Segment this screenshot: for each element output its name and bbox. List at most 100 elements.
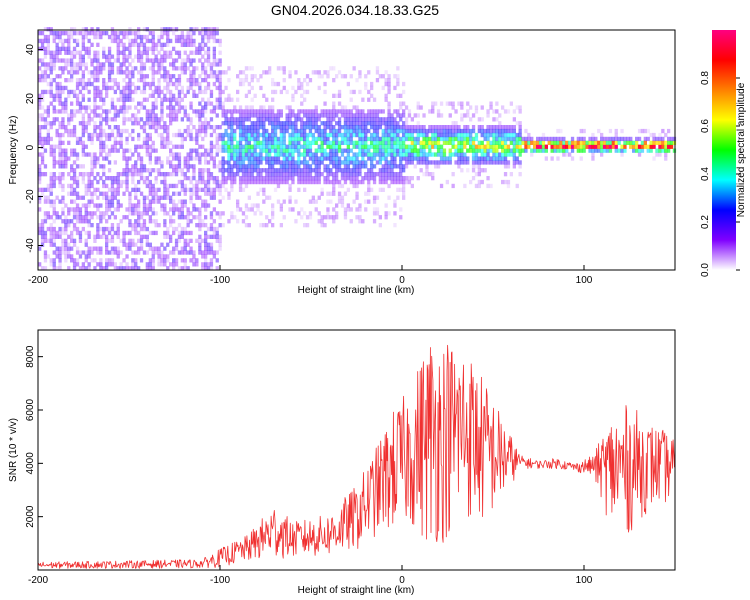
spectrogram-cell bbox=[198, 215, 202, 220]
spectrogram-cell bbox=[96, 203, 100, 208]
spectrogram-cell bbox=[93, 234, 97, 239]
spectrogram-cell bbox=[352, 89, 356, 95]
spectrogram-cell bbox=[483, 128, 487, 134]
spectrogram-cell bbox=[87, 215, 91, 220]
spectrogram-cell bbox=[390, 172, 394, 177]
spectrogram-cell bbox=[236, 203, 240, 208]
spectrogram-cell bbox=[463, 128, 467, 134]
spectrogram-cell bbox=[498, 140, 502, 145]
spectrogram-cell bbox=[227, 168, 231, 173]
spectrogram-cell bbox=[49, 226, 53, 232]
spectrogram-cell bbox=[305, 117, 310, 122]
spectrogram-cell bbox=[49, 242, 53, 247]
spectrogram-cell bbox=[212, 176, 216, 181]
spectrogram-cell bbox=[107, 34, 112, 40]
spectrogram-cell bbox=[361, 128, 365, 134]
spectrogram-cell bbox=[72, 109, 77, 114]
spectrogram-cell bbox=[209, 234, 214, 239]
spectrogram-cell bbox=[40, 62, 45, 67]
spectrogram-cell bbox=[186, 132, 190, 138]
spectrogram-x-tick-label: 100 bbox=[576, 275, 593, 286]
spectrogram-cell bbox=[163, 183, 167, 189]
spectrogram-cell bbox=[402, 128, 406, 134]
spectrogram-cell bbox=[134, 266, 138, 271]
spectrogram-y-tick-label: -20 bbox=[25, 189, 36, 204]
spectrogram-cell bbox=[198, 42, 202, 47]
spectrogram-cell bbox=[75, 195, 80, 200]
spectrogram-cell bbox=[340, 132, 345, 138]
spectrogram-cell bbox=[70, 109, 74, 114]
spectrogram-cell bbox=[183, 70, 187, 75]
spectrogram-cell bbox=[58, 164, 62, 169]
spectrogram-cell bbox=[58, 101, 62, 106]
spectrogram-cell bbox=[215, 78, 219, 83]
spectrogram-cell bbox=[43, 109, 48, 114]
spectrogram-cell bbox=[177, 211, 182, 216]
spectrogram-cell bbox=[355, 160, 359, 165]
spectrogram-cell bbox=[518, 148, 522, 153]
spectrogram-cell bbox=[38, 132, 42, 138]
spectrogram-cell bbox=[512, 152, 516, 157]
spectrogram-cell bbox=[256, 117, 260, 122]
spectrogram-cell bbox=[469, 140, 473, 145]
spectrogram-cell bbox=[192, 168, 196, 173]
spectrogram-cell bbox=[192, 109, 196, 114]
spectrogram-cell bbox=[238, 117, 243, 122]
spectrogram-cell bbox=[256, 136, 260, 142]
spectrogram-cell bbox=[110, 187, 115, 192]
spectrogram-cell bbox=[110, 144, 115, 149]
spectrogram-cell bbox=[233, 105, 237, 110]
spectrogram-cell bbox=[305, 125, 310, 130]
spectrogram-cell bbox=[204, 234, 208, 239]
spectrogram-cell bbox=[515, 160, 519, 165]
spectrogram-cell bbox=[148, 121, 152, 126]
spectrogram-cell bbox=[655, 148, 659, 153]
spectrogram-cell bbox=[195, 223, 199, 228]
spectrogram-cell bbox=[38, 93, 42, 98]
spectrogram-cell bbox=[49, 50, 53, 55]
spectrogram-cell bbox=[209, 211, 214, 216]
spectrogram-cell bbox=[367, 70, 371, 75]
spectrogram-cell bbox=[337, 109, 342, 114]
spectrogram-cell bbox=[244, 152, 249, 157]
spectrogram-cell bbox=[364, 207, 368, 212]
spectrogram-cell bbox=[291, 132, 295, 138]
spectrogram-cell bbox=[46, 74, 50, 79]
spectrogram-cell bbox=[113, 207, 117, 212]
spectrogram-cell bbox=[67, 207, 71, 212]
spectrogram-cell bbox=[352, 121, 356, 126]
spectrogram-cell bbox=[209, 156, 214, 161]
spectrogram-cell bbox=[96, 226, 100, 232]
spectrogram-cell bbox=[323, 132, 327, 138]
spectrogram-cell bbox=[110, 234, 115, 239]
spectrogram-cell bbox=[329, 117, 333, 122]
spectrogram-cell bbox=[480, 128, 484, 134]
spectrogram-cell bbox=[122, 85, 126, 91]
spectrogram-cell bbox=[276, 121, 281, 126]
spectrogram-cell bbox=[46, 132, 50, 138]
spectrogram-cell bbox=[667, 140, 671, 145]
spectrogram-cell bbox=[157, 117, 161, 122]
spectrogram-cell bbox=[515, 121, 519, 126]
spectrogram-cell bbox=[238, 144, 243, 149]
spectrogram-cell bbox=[384, 128, 388, 134]
spectrogram-cell bbox=[349, 136, 353, 142]
spectrogram-cell bbox=[122, 34, 126, 40]
spectrogram-cell bbox=[477, 168, 481, 173]
spectrogram-cell bbox=[244, 176, 249, 181]
spectrogram-cell bbox=[201, 262, 205, 267]
spectrogram-cell bbox=[192, 148, 196, 153]
spectrogram-cell bbox=[300, 128, 304, 134]
spectrogram-cell bbox=[206, 160, 211, 165]
spectrogram-cell bbox=[241, 164, 246, 169]
spectrogram-cell bbox=[477, 140, 481, 145]
spectrogram-cell bbox=[486, 136, 490, 142]
spectrogram-cell bbox=[390, 168, 394, 173]
spectrogram-cell bbox=[151, 46, 155, 51]
spectrogram-cell bbox=[637, 128, 642, 134]
spectrogram-cell bbox=[390, 152, 394, 157]
spectrogram-cell bbox=[259, 223, 263, 228]
spectrogram-cell bbox=[335, 144, 339, 149]
spectrogram-cell bbox=[224, 97, 228, 102]
spectrogram-cell bbox=[387, 81, 391, 87]
